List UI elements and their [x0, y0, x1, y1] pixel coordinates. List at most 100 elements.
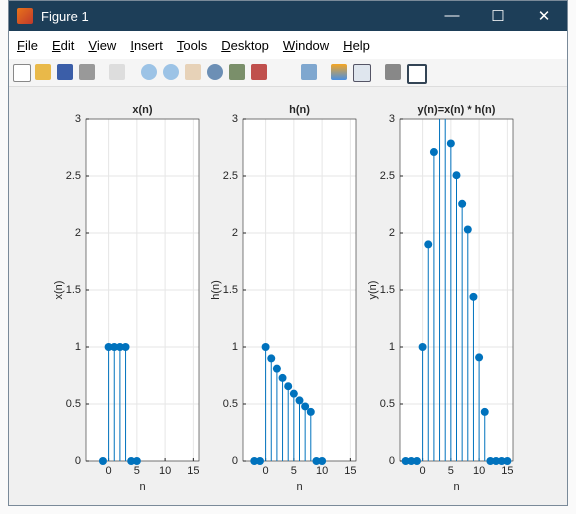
x-tick-label: 5 [291, 465, 297, 477]
y-tick-label: 2.5 [380, 170, 395, 182]
y-tick-label: 0 [75, 455, 81, 467]
y-axis-label: y(n) [367, 281, 379, 300]
stem-marker [121, 343, 130, 351]
stem-marker [255, 457, 264, 465]
maximize[interactable]: ☐ [491, 8, 505, 25]
dock-icon[interactable] [407, 64, 427, 84]
stem-marker [250, 457, 259, 465]
stem-marker [312, 457, 321, 465]
y-axis-label: h(n) [210, 280, 222, 300]
y-tick-label: 2 [389, 227, 395, 239]
y-tick-label: 0.5 [66, 398, 81, 410]
zoom-in-icon[interactable] [141, 64, 157, 80]
y-tick-label: 2.5 [66, 170, 81, 182]
x-tick-label: 0 [420, 465, 426, 477]
stem-marker [486, 457, 495, 465]
stem-marker [289, 389, 298, 398]
y-tick-label: 0.5 [223, 398, 238, 410]
x-tick-label: 5 [448, 465, 454, 477]
stem-marker [429, 148, 438, 157]
menu-item[interactable]: Desktop [221, 37, 269, 53]
colorbar-icon[interactable] [331, 64, 347, 80]
menu-item[interactable]: Tools [176, 37, 208, 53]
x-tick-label: 15 [344, 465, 356, 477]
toolbar [9, 59, 567, 87]
y-tick-label: 3 [75, 113, 81, 125]
y-tick-label: 2.5 [223, 170, 238, 182]
y-tick-label: 1 [389, 341, 395, 353]
stem-marker [115, 343, 124, 351]
app-icon [17, 8, 33, 24]
y-tick-label: 0 [232, 455, 238, 467]
y-tick-label: 0 [389, 455, 395, 467]
rotate-icon[interactable] [207, 64, 223, 80]
zoom-out-icon[interactable] [163, 64, 179, 80]
x-tick-label: 10 [473, 465, 485, 477]
datatip-icon[interactable] [229, 64, 245, 80]
stem-marker [480, 407, 489, 416]
stem-marker [401, 457, 410, 465]
axes-box [85, 118, 200, 462]
legend-icon[interactable] [353, 64, 371, 82]
y-tick-label: 1 [232, 341, 238, 353]
y-tick-label: 1 [75, 341, 81, 353]
window-title: Figure 1 [41, 8, 89, 24]
brush-icon[interactable] [251, 64, 267, 80]
stem-marker [446, 139, 455, 148]
hide-tools-icon[interactable] [385, 64, 401, 80]
stem-marker [418, 343, 427, 351]
close[interactable]: ✕ [537, 8, 551, 25]
axes-title: x(n) [132, 104, 153, 116]
menu-item[interactable]: Insert [130, 37, 163, 53]
minimize[interactable]: — [444, 7, 460, 24]
link-icon[interactable] [301, 64, 317, 80]
x-tick-label: 10 [159, 465, 171, 477]
y-tick-label: 3 [232, 113, 238, 125]
stem-marker [132, 457, 141, 465]
menu-item[interactable]: Window [282, 37, 330, 53]
y-tick-label: 0.5 [380, 398, 395, 410]
x-tick-label: 0 [106, 465, 112, 477]
open-icon[interactable] [35, 64, 51, 80]
menu-item[interactable]: Help [343, 37, 370, 53]
menu-item[interactable]: Edit [51, 37, 75, 53]
y-tick-label: 2 [232, 227, 238, 239]
y-tick-label: 1.5 [223, 284, 238, 296]
stem-marker [306, 407, 315, 416]
stem-marker [458, 199, 467, 208]
pointer-icon[interactable] [109, 64, 125, 80]
x-tick-label: 15 [501, 465, 513, 477]
x-tick-label: 10 [316, 465, 328, 477]
y-tick-label: 1.5 [380, 284, 395, 296]
new-icon[interactable] [13, 64, 31, 82]
x-tick-label: 0 [263, 465, 269, 477]
stem-marker [503, 457, 512, 465]
menu-item[interactable]: View [88, 37, 117, 53]
stem-marker [295, 396, 304, 405]
menu-item[interactable]: File [17, 37, 38, 53]
stem-marker [301, 402, 310, 411]
menu-bar: File Edit View Insert Tools Desktop Window Help [9, 31, 567, 59]
stem-marker [278, 373, 287, 382]
title-bar: Figure 1 — ☐ ✕ [9, 1, 567, 31]
stem-marker [412, 457, 421, 465]
x-tick-label: 5 [134, 465, 140, 477]
stem-marker [318, 457, 327, 465]
stem-marker [475, 353, 484, 362]
pan-icon[interactable] [185, 64, 201, 80]
stem-marker [284, 382, 293, 391]
axes-title: h(n) [289, 104, 310, 116]
stem-marker [272, 364, 281, 373]
stem-marker [98, 457, 107, 465]
x-axis-label: n [139, 481, 145, 493]
stem-marker [497, 457, 506, 465]
x-axis-label: n [296, 481, 302, 493]
stem-marker [463, 225, 472, 234]
axes-title: y(n)=x(n) * h(n) [418, 104, 496, 116]
stem-marker [424, 240, 433, 249]
save-icon[interactable] [57, 64, 73, 80]
print-icon[interactable] [79, 64, 95, 80]
y-axis-label: x(n) [53, 281, 65, 300]
stem-marker [469, 292, 478, 301]
